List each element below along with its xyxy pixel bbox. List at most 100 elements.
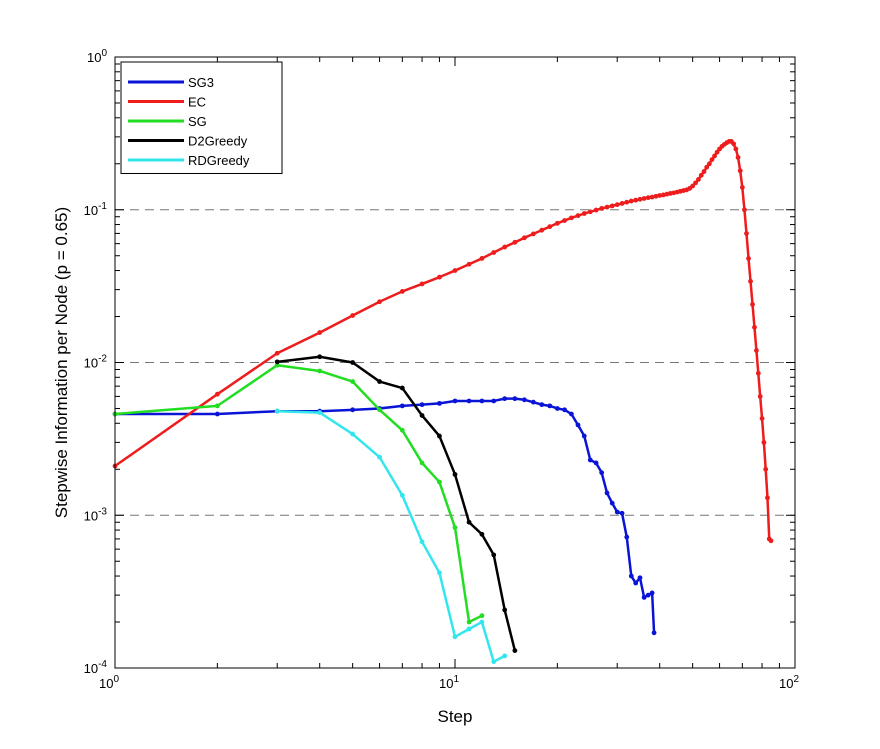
data-point [633,580,639,586]
x-tick-label: 100 [99,674,119,691]
y-tick-base: 10 [84,203,98,218]
axis-ticks [114,56,796,669]
data-point [765,495,770,501]
data-point [645,195,651,201]
data-point [569,411,574,417]
data-point [698,172,704,178]
data-point [690,183,696,189]
data-point [696,177,701,182]
data-point [651,630,657,636]
data-point [757,393,763,399]
data-point [609,500,615,506]
data-point [554,406,560,411]
legend-label: EC [188,95,206,110]
y-tick-label: 10-1 [84,201,108,218]
data-point [317,410,323,415]
y-tick-base: 10 [84,356,98,371]
data-point [649,194,655,200]
series-line [277,409,506,663]
series-line [114,140,772,542]
data-point [437,274,442,280]
y-tick-label: 10-3 [84,506,108,523]
data-point [479,531,485,537]
data-point [502,607,508,613]
data-point [575,213,581,219]
data-point [641,196,647,201]
data-point [399,403,405,409]
x-tick-label: 102 [779,674,799,691]
data-point [712,153,717,159]
x-tick-exponent: 0 [113,674,119,685]
data-point [350,360,356,365]
data-point [706,161,712,167]
legend-label: RDGreedy [188,153,250,168]
data-point [274,408,280,414]
legend-label: D2Greedy [188,134,248,149]
data-point [649,590,655,596]
series-ec [112,139,774,544]
y-tick-base: 10 [84,508,98,523]
data-point [419,281,425,287]
data-point [746,256,751,261]
y-tick-base: 10 [84,661,98,676]
data-point [452,398,458,404]
data-point [530,231,536,237]
data-point [633,197,639,203]
data-point [581,211,587,216]
y-tick-exponent: -4 [98,659,107,670]
data-point [593,207,599,213]
data-point [744,231,749,236]
data-point [502,653,508,659]
data-point [419,460,425,466]
data-point [377,379,382,384]
data-point [733,146,739,152]
data-point [604,490,610,496]
y-axis-label: Stepwise Information per Node (p = 0.65) [52,207,71,518]
data-point [466,261,472,267]
data-point [628,573,634,579]
data-point [452,472,458,477]
data-point [539,227,545,233]
data-point [562,407,567,413]
data-point [399,289,405,294]
x-tick-base: 10 [779,676,793,691]
data-point [377,407,382,413]
data-point [714,149,720,155]
data-point [704,164,710,170]
data-point [452,634,458,640]
data-point [512,396,518,402]
data-point [609,203,615,209]
data-point [587,209,593,215]
data-point [377,299,382,305]
data-point [479,619,485,625]
series-line [114,363,483,624]
data-point [317,354,323,360]
x-tick-exponent: 1 [453,674,459,685]
data-point [214,411,220,417]
data-point [628,198,634,204]
data-point [693,180,698,186]
data-point [491,552,497,558]
y-tick-exponent: -3 [98,506,107,517]
data-point [761,439,767,445]
x-tick-base: 10 [439,676,453,691]
data-point [419,402,425,408]
data-point [377,454,382,460]
y-tick-exponent: 0 [101,48,107,59]
data-point [317,368,323,374]
data-point [274,359,280,365]
legend-label: SG3 [188,75,214,90]
data-point [539,402,545,408]
data-point [479,613,485,619]
data-point [619,510,625,516]
data-point [562,218,567,223]
x-tick-exponent: 2 [793,674,799,685]
data-point [739,185,745,190]
data-point [614,202,620,208]
data-point [479,398,485,404]
data-point [569,215,574,221]
data-point [274,350,280,356]
y-tick-base: 10 [87,50,101,65]
y-tick-exponent: -2 [98,354,107,365]
data-point [466,398,472,404]
